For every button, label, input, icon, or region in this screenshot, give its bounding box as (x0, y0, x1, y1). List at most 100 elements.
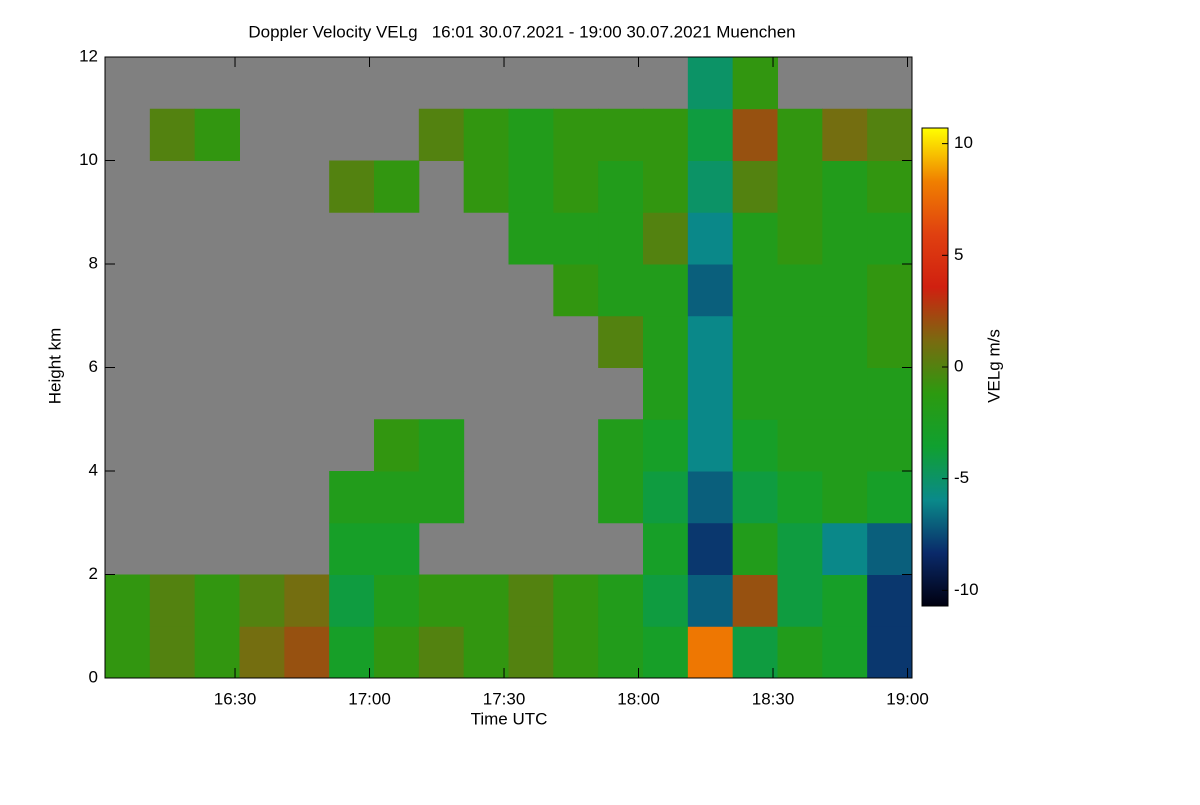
heatmap-cell (105, 574, 151, 627)
heatmap-cell (463, 160, 509, 213)
heatmap-cell (643, 315, 689, 368)
heatmap-cell (329, 522, 375, 575)
heatmap-cell (732, 574, 778, 627)
heatmap-cell (553, 160, 599, 213)
heatmap-cell (598, 315, 644, 368)
heatmap-cell (822, 419, 868, 472)
heatmap-cell (598, 419, 644, 472)
heatmap-cell (149, 108, 196, 161)
heatmap-cell (822, 264, 868, 317)
colorbar-tick-label: 10 (954, 133, 973, 152)
y-tick-label: 2 (89, 564, 98, 583)
heatmap-cell (418, 471, 465, 524)
heatmap-cell (687, 212, 734, 265)
heatmap-cell (374, 419, 420, 472)
heatmap-cell (598, 264, 644, 317)
heatmap-cell (732, 212, 778, 265)
heatmap-cell (105, 626, 151, 679)
heatmap-cell (508, 160, 554, 213)
heatmap-cell (687, 419, 734, 472)
heatmap-cell (374, 574, 420, 627)
heatmap-cell (822, 367, 868, 420)
heatmap-cell (598, 160, 644, 213)
heatmap-cell (463, 626, 509, 679)
heatmap-cell (687, 367, 734, 420)
heatmap-cell (149, 626, 196, 679)
colorbar-tick-label: -5 (954, 468, 969, 487)
heatmap-cell (194, 574, 240, 627)
heatmap-cell (822, 522, 868, 575)
heatmap-cell (598, 626, 644, 679)
heatmap-cell (777, 574, 823, 627)
heatmap-cell (822, 108, 868, 161)
heatmap-cell (643, 626, 689, 679)
heatmap-cell (508, 108, 554, 161)
heatmap-cell (463, 574, 509, 627)
x-axis-label: Time UTC (471, 709, 548, 728)
heatmap-cell (374, 522, 420, 575)
chart-title: Doppler Velocity VELg 16:01 30.07.2021 -… (248, 22, 795, 41)
heatmap-cell (867, 212, 913, 265)
heatmap-cell (732, 108, 778, 161)
x-tick-label: 18:00 (617, 689, 660, 708)
y-tick-label: 4 (89, 460, 98, 479)
y-tick-label: 10 (79, 150, 98, 169)
heatmap-cell (194, 626, 240, 679)
heatmap-cell (553, 108, 599, 161)
heatmap-cell (553, 264, 599, 317)
y-tick-label: 6 (89, 357, 98, 376)
heatmap-cell (687, 264, 734, 317)
heatmap-cell (777, 212, 823, 265)
heatmap-cell (329, 574, 375, 627)
heatmap-cell (732, 471, 778, 524)
heatmap-cell (687, 160, 734, 213)
heatmap-cell (867, 160, 913, 213)
heatmap-cell (687, 626, 734, 679)
heatmap-cell (687, 57, 734, 110)
heatmap-cell (867, 574, 913, 627)
heatmap-cell (643, 160, 689, 213)
x-tick-label: 17:00 (348, 689, 391, 708)
heatmap-cell (777, 108, 823, 161)
colorbar-tick-label: -10 (954, 580, 979, 599)
y-tick-label: 12 (79, 46, 98, 65)
heatmap-cell (867, 315, 913, 368)
heatmap-cell (687, 315, 734, 368)
heatmap-cell (867, 367, 913, 420)
x-tick-label: 18:30 (752, 689, 795, 708)
heatmap-cell (732, 57, 778, 110)
heatmap-cell (732, 626, 778, 679)
heatmap-cell (777, 264, 823, 317)
heatmap-cell (777, 419, 823, 472)
heatmap-cell (598, 108, 644, 161)
heatmap-cell (329, 160, 375, 213)
heatmap-cell (777, 626, 823, 679)
x-tick-label: 16:30 (214, 689, 257, 708)
heatmap-cell (149, 574, 196, 627)
heatmap-cell (867, 522, 913, 575)
colorbar-tick-label: 0 (954, 356, 963, 375)
heatmap-cell (867, 471, 913, 524)
x-tick-label: 19:00 (886, 689, 929, 708)
heatmap-cell (732, 264, 778, 317)
heatmap-cell (822, 315, 868, 368)
heatmap-cell (643, 522, 689, 575)
heatmap-cell (732, 522, 778, 575)
heatmap-cell (374, 626, 420, 679)
heatmap-cell (687, 574, 734, 627)
heatmap-cell (508, 212, 554, 265)
heatmap-cell (194, 108, 240, 161)
heatmap-cell (732, 315, 778, 368)
heatmap-cell (508, 626, 554, 679)
heatmap-cell (374, 160, 420, 213)
y-tick-label: 8 (89, 253, 98, 272)
heatmap-cell (329, 471, 375, 524)
y-tick-label: 0 (89, 667, 98, 686)
heatmap-cell (329, 626, 375, 679)
heatmap-cell (777, 471, 823, 524)
heatmap-cell (822, 212, 868, 265)
heatmap-cell (418, 626, 465, 679)
heatmap-cell (732, 367, 778, 420)
heatmap-cell (418, 574, 465, 627)
heatmap-cell (867, 419, 913, 472)
